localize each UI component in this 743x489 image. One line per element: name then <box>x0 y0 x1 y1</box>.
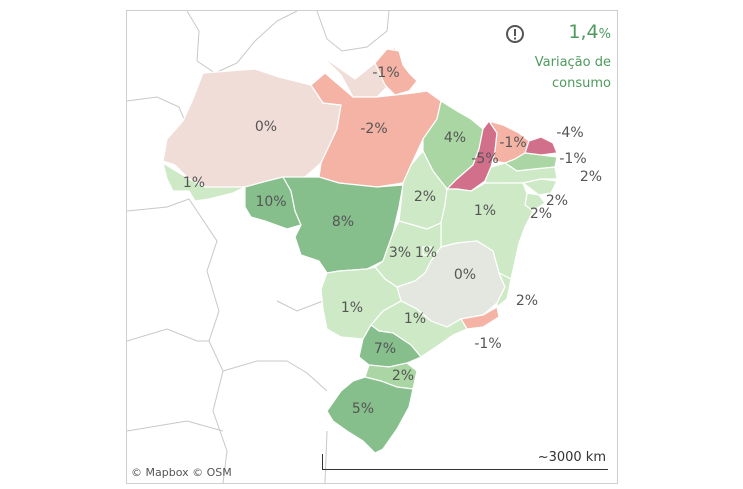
state-rs[interactable] <box>326 376 414 454</box>
scale-label: ~3000 km <box>537 450 606 465</box>
label-sc: 2% <box>392 368 414 384</box>
label-pr: 7% <box>374 341 396 357</box>
label-pi: -5% <box>471 151 498 167</box>
state-labels: 0% -2% -1% 1% 10% 8% 4% 2% -5% -1% -4% -… <box>183 65 602 417</box>
label-pa: -2% <box>360 121 387 137</box>
kpi-value: 1,4% <box>568 21 611 43</box>
kpi-number: 1,4 <box>568 21 599 43</box>
state-ap[interactable] <box>374 48 418 96</box>
label-am: 0% <box>255 119 277 135</box>
label-rs: 5% <box>352 401 374 417</box>
kpi-caption-line1: Variação de <box>534 55 611 70</box>
label-ma: 4% <box>444 130 466 146</box>
label-sp: 1% <box>404 311 426 327</box>
label-ac: 1% <box>183 175 205 191</box>
label-go: 3% <box>389 245 411 261</box>
label-pe: 2% <box>580 169 602 185</box>
label-rj: -1% <box>474 336 501 352</box>
label-rn: -4% <box>556 125 583 141</box>
kpi-unit: % <box>598 27 611 42</box>
state-al[interactable] <box>521 178 558 196</box>
scale-bar: ~3000 km <box>322 450 608 470</box>
state-rn[interactable] <box>524 136 558 156</box>
label-ba: 1% <box>474 203 496 219</box>
label-ms: 1% <box>341 300 363 316</box>
state-df[interactable] <box>422 246 432 256</box>
label-se: 2% <box>530 206 552 222</box>
label-es: 2% <box>516 293 538 309</box>
states <box>162 46 558 454</box>
label-ro: 10% <box>255 194 286 210</box>
label-ce: -1% <box>499 135 526 151</box>
kpi-caption-line2: consumo <box>552 76 611 91</box>
map-panel: 0% -2% -1% 1% 10% 8% 4% 2% -5% -1% -4% -… <box>126 10 618 484</box>
info-icon[interactable] <box>505 24 525 44</box>
label-mg: 0% <box>454 267 476 283</box>
state-ac[interactable] <box>162 161 246 202</box>
label-df: 1% <box>415 245 437 261</box>
label-mt: 8% <box>332 214 354 230</box>
label-ap: -1% <box>372 65 399 81</box>
kpi-caption: Variação de consumo <box>501 52 611 94</box>
map-attribution[interactable]: © Mapbox © OSM <box>131 466 232 479</box>
label-pb: -1% <box>559 151 586 167</box>
state-pr[interactable] <box>358 324 422 368</box>
label-al: 2% <box>546 193 568 209</box>
label-to: 2% <box>414 189 436 205</box>
brazil-choropleth-map[interactable]: 0% -2% -1% 1% 10% 8% 4% 2% -5% -1% -4% -… <box>127 11 617 483</box>
